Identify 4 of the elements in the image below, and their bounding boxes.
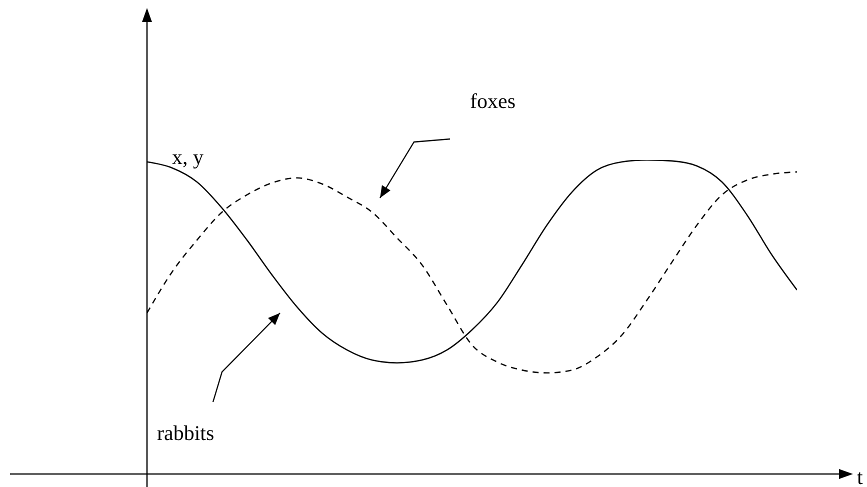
annotation: rabbits bbox=[157, 421, 214, 445]
x-axis-title: t bbox=[857, 465, 863, 487]
text: foxes bbox=[470, 89, 516, 113]
y-axis-title: x, y bbox=[172, 145, 204, 169]
